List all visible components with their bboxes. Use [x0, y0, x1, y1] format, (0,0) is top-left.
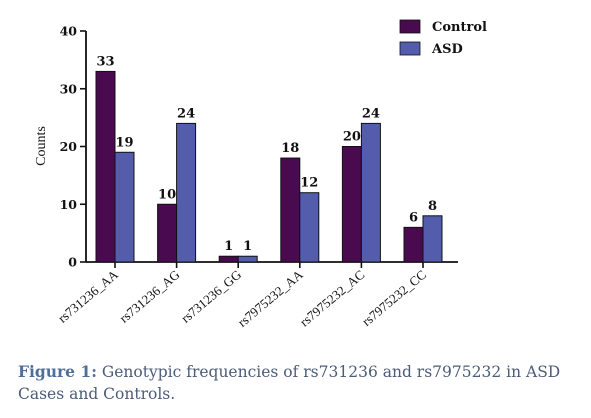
x-tick-label: rs731236_AG: [116, 267, 182, 326]
data-label: 6: [409, 210, 418, 225]
data-label: 8: [428, 199, 437, 214]
bar-asd-rs731236_ag: [176, 122, 197, 263]
x-tick-label: rs731236_AA: [55, 266, 122, 325]
bar-control-rs7975232_aa: [280, 157, 301, 263]
bar-asd-rs731236_aa: [114, 151, 135, 263]
y-tick-label: 10: [60, 197, 78, 212]
data-label: 20: [343, 130, 361, 145]
bar-asd-rs7975232_aa: [299, 192, 320, 263]
data-label: 33: [96, 54, 114, 69]
bar-control-rs731236_gg: [218, 255, 239, 263]
data-label: 18: [281, 141, 299, 156]
data-label: 1: [243, 239, 252, 254]
legend-swatch-control: [399, 19, 421, 34]
data-label: 10: [158, 187, 176, 202]
figure-caption: Figure 1: Genotypic frequencies of rs731…: [18, 361, 584, 405]
x-tick-label: rs731236_GG: [178, 267, 244, 326]
data-label: 12: [300, 176, 318, 191]
y-tick-label: 30: [60, 81, 78, 96]
caption-label: Figure 1:: [18, 362, 97, 381]
y-axis-label: Counts: [34, 126, 49, 166]
bar-control-rs7975232_ac: [341, 146, 362, 263]
bar-asd-rs7975232_ac: [360, 122, 381, 263]
x-tick-label: rs7975232_CC: [359, 267, 429, 329]
data-label: 1: [224, 239, 233, 254]
y-tick-label: 20: [60, 139, 78, 154]
y-tick-label: 40: [60, 24, 78, 39]
caption-text: Genotypic frequencies of rs731236 and rs…: [18, 363, 561, 403]
bar-control-rs7975232_cc: [403, 226, 424, 263]
bar-asd-rs731236_gg: [237, 255, 258, 263]
x-axis: rs731236_AArs731236_AGrs731236_GGrs79752…: [55, 261, 458, 330]
y-tick-label: 0: [68, 255, 77, 270]
bar-asd-rs7975232_cc: [422, 215, 443, 263]
bar-control-rs731236_aa: [95, 70, 116, 263]
legend: Control ASD: [399, 19, 487, 57]
data-label: 19: [115, 135, 133, 150]
y-axis: 0 10 20 30 40 Counts: [34, 24, 87, 270]
bar-control-rs731236_ag: [157, 203, 178, 263]
legend-label-control: Control: [432, 20, 487, 35]
legend-swatch-asd: [399, 41, 421, 56]
legend-label-asd: ASD: [431, 42, 463, 57]
data-label: 24: [177, 106, 195, 121]
data-label: 24: [362, 106, 380, 121]
x-tick-label: rs7975232_AC: [297, 267, 368, 330]
x-tick-label: rs7975232_AA: [235, 266, 307, 329]
